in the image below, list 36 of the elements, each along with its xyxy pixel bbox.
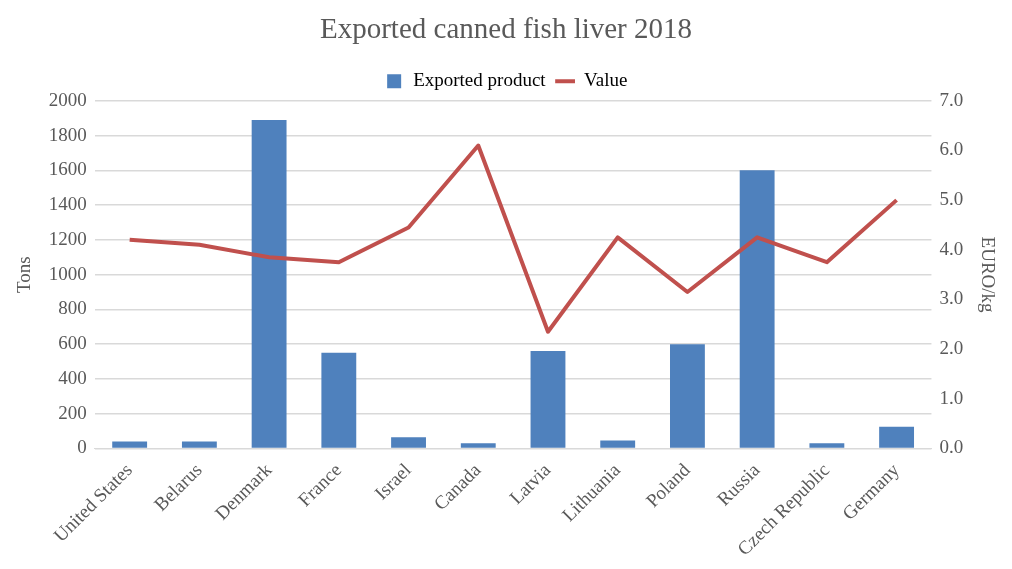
bar [391,437,426,448]
y-tick-label: 0 [77,436,87,458]
bar [181,441,217,448]
bar [112,441,148,448]
bar [321,352,357,448]
y2-tick-label: 7.0 [939,88,964,110]
y2-tick-label: 3.0 [939,287,964,309]
bar [460,443,496,448]
y-tick-label: 800 [58,297,87,319]
y-tick-label: 400 [58,366,87,388]
chart-title: Exported canned fish liver 2018 [319,12,693,45]
bar [600,440,636,448]
y2-tick-label: 5.0 [939,188,964,210]
y-tick-label: 2000 [48,88,87,110]
y-tick-label: 1400 [48,193,87,215]
y-tick-label: 1200 [48,227,87,249]
y2-tick-label: 0.0 [939,436,964,458]
bar [809,443,845,448]
y2-tick-label: 1.0 [939,386,964,408]
legend-label: Exported product [413,69,547,91]
y2-tick-label: 4.0 [939,237,964,259]
y2-tick-label: 6.0 [939,138,964,160]
legend-label: Value [584,69,628,91]
y2-axis-title: EURO/kg [977,236,999,314]
bar [879,426,915,448]
y-tick-label: 1000 [48,262,87,284]
y-axis-title: Tons [13,256,35,293]
y-tick-label: 1800 [48,123,87,145]
bar [670,344,705,448]
bar [251,119,287,448]
y-tick-label: 1600 [48,158,87,180]
bar [739,170,775,448]
y-tick-label: 600 [58,332,87,354]
y2-tick-label: 2.0 [939,337,964,359]
y-tick-label: 200 [58,401,87,423]
bar [530,351,566,448]
